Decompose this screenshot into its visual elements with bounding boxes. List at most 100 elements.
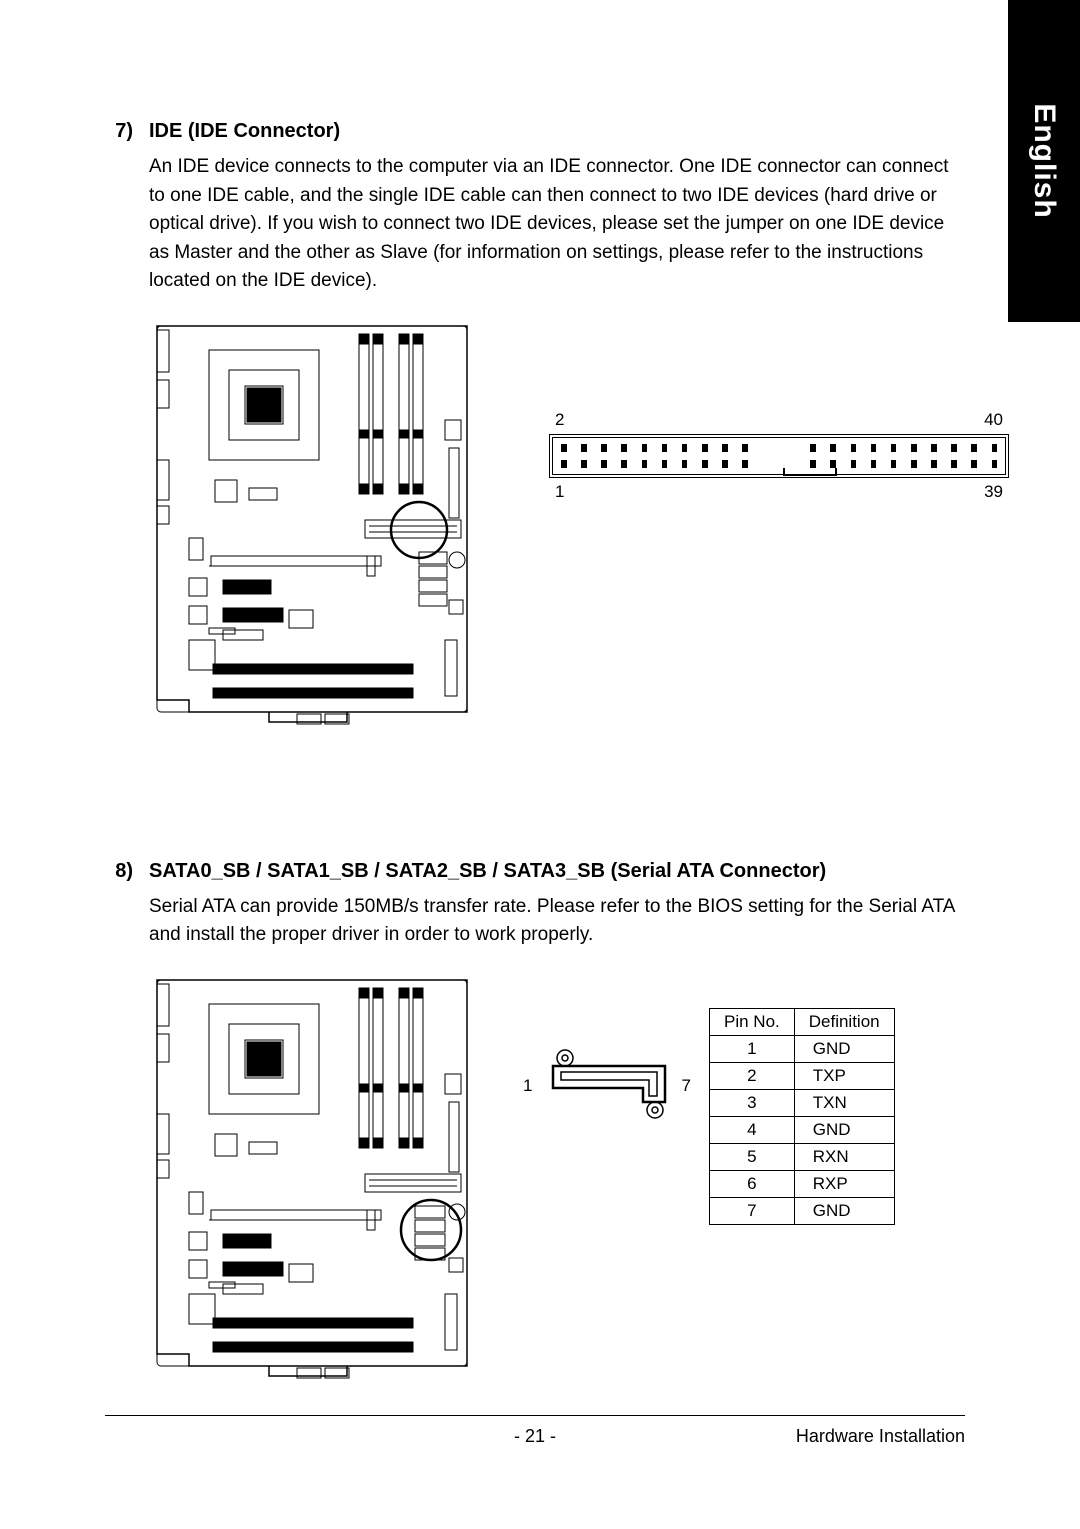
sata-label-7: 7	[682, 1076, 691, 1096]
ide-pin	[851, 460, 857, 468]
cell-definition: RXP	[794, 1170, 894, 1197]
ide-pin	[621, 444, 627, 452]
ide-label-1: 1	[555, 482, 564, 502]
cell-pin-no: 1	[710, 1035, 795, 1062]
ide-pin-row-bot	[561, 460, 997, 468]
section-7-body: An IDE device connects to the computer v…	[149, 153, 965, 296]
sata-pin-labels: 1 7	[523, 1076, 691, 1096]
cell-pin-no: 2	[710, 1062, 795, 1089]
ide-pin	[810, 444, 816, 452]
ide-pin	[891, 444, 897, 452]
ide-pin	[951, 444, 957, 452]
cell-pin-no: 5	[710, 1143, 795, 1170]
ide-top-labels: 2 40	[549, 410, 1009, 434]
ide-pin	[702, 444, 708, 452]
section-8-number: 8)	[105, 860, 133, 883]
cell-definition: TXN	[794, 1089, 894, 1116]
ide-pin	[971, 460, 977, 468]
table-row: 2TXP	[710, 1062, 895, 1089]
cell-pin-no: 4	[710, 1116, 795, 1143]
cell-definition: GND	[794, 1035, 894, 1062]
ide-pin	[810, 460, 816, 468]
cell-definition: GND	[794, 1116, 894, 1143]
ide-pin	[871, 444, 877, 452]
ide-bot-labels: 1 39	[549, 478, 1009, 502]
ide-pin-box	[549, 434, 1009, 478]
cell-pin-no: 3	[710, 1089, 795, 1116]
cell-definition: TXP	[794, 1062, 894, 1089]
ide-label-40: 40	[984, 410, 1003, 430]
ide-pin	[971, 444, 977, 452]
section-8-heading: 8) SATA0_SB / SATA1_SB / SATA2_SB / SATA…	[105, 860, 965, 883]
ide-connector-diagram: 2 40 1 39	[549, 410, 1009, 502]
table-row: 6RXP	[710, 1170, 895, 1197]
section-8-title: SATA0_SB / SATA1_SB / SATA2_SB / SATA3_S…	[149, 860, 826, 883]
ide-pin	[662, 460, 668, 468]
ide-pin-row-top	[561, 444, 997, 452]
ide-pin	[581, 444, 587, 452]
ide-pin	[662, 444, 668, 452]
section-7-title: IDE (IDE Connector)	[149, 120, 340, 143]
table-row: 3TXN	[710, 1089, 895, 1116]
ide-pin	[931, 460, 937, 468]
motherboard-svg-8	[149, 974, 475, 1386]
ide-notch	[783, 468, 837, 476]
ide-pin	[561, 444, 567, 452]
ide-pin	[642, 460, 648, 468]
table-header-row: Pin No. Definition	[710, 1008, 895, 1035]
cell-definition: RXN	[794, 1143, 894, 1170]
th-definition: Definition	[794, 1008, 894, 1035]
section-8-body: Serial ATA can provide 150MB/s transfer …	[149, 893, 965, 950]
ide-pin	[561, 460, 567, 468]
page-footer: - 21 - Hardware Installation	[105, 1415, 965, 1447]
ide-pin	[682, 444, 688, 452]
language-tab: English	[1008, 0, 1080, 322]
ide-pin	[722, 460, 728, 468]
ide-pin	[742, 444, 748, 452]
footer-section: Hardware Installation	[796, 1426, 965, 1447]
cell-pin-no: 6	[710, 1170, 795, 1197]
ide-pin	[992, 460, 998, 468]
table-row: 5RXN	[710, 1143, 895, 1170]
section-7-heading: 7) IDE (IDE Connector)	[105, 120, 965, 143]
sata-pin-table: Pin No. Definition 1GND2TXP3TXN4GND5RXN6…	[709, 1008, 895, 1225]
ide-pin	[992, 444, 998, 452]
th-pin-no: Pin No.	[710, 1008, 795, 1035]
section-8-diagrams: 1 7 Pin No. Definition 1GND2TXP3TXN4GND5…	[149, 974, 965, 1404]
section-7-diagrams: 2 40 1 39	[149, 320, 965, 750]
ide-pin	[911, 444, 917, 452]
ide-pin	[601, 444, 607, 452]
table-row: 4GND	[710, 1116, 895, 1143]
ide-pin	[722, 444, 728, 452]
table-row: 1GND	[710, 1035, 895, 1062]
language-tab-label: English	[1027, 103, 1061, 218]
ide-label-2: 2	[555, 410, 564, 430]
sata-connector-diagram: 1 7	[539, 1044, 679, 1124]
section-7-number: 7)	[105, 120, 133, 143]
motherboard-diagram-7	[149, 320, 475, 732]
ide-pin	[742, 460, 748, 468]
ide-pin	[871, 460, 877, 468]
ide-pin	[830, 444, 836, 452]
ide-pin	[931, 444, 937, 452]
ide-pin	[621, 460, 627, 468]
sata-label-1: 1	[523, 1076, 532, 1096]
ide-pin	[830, 460, 836, 468]
table-row: 7GND	[710, 1197, 895, 1224]
ide-pin	[642, 444, 648, 452]
ide-pin	[581, 460, 587, 468]
ide-pin	[891, 460, 897, 468]
ide-pin	[911, 460, 917, 468]
ide-pin	[951, 460, 957, 468]
cell-definition: GND	[794, 1197, 894, 1224]
ide-label-39: 39	[984, 482, 1003, 502]
ide-pin	[702, 460, 708, 468]
ide-pin	[682, 460, 688, 468]
content-area: 7) IDE (IDE Connector) An IDE device con…	[105, 120, 965, 1404]
cell-pin-no: 7	[710, 1197, 795, 1224]
ide-pin	[851, 444, 857, 452]
page-number: - 21 -	[514, 1426, 556, 1447]
motherboard-diagram-8	[149, 974, 475, 1386]
motherboard-svg-7	[149, 320, 475, 732]
page: English 7) IDE (IDE Connector) An IDE de…	[0, 0, 1080, 1529]
